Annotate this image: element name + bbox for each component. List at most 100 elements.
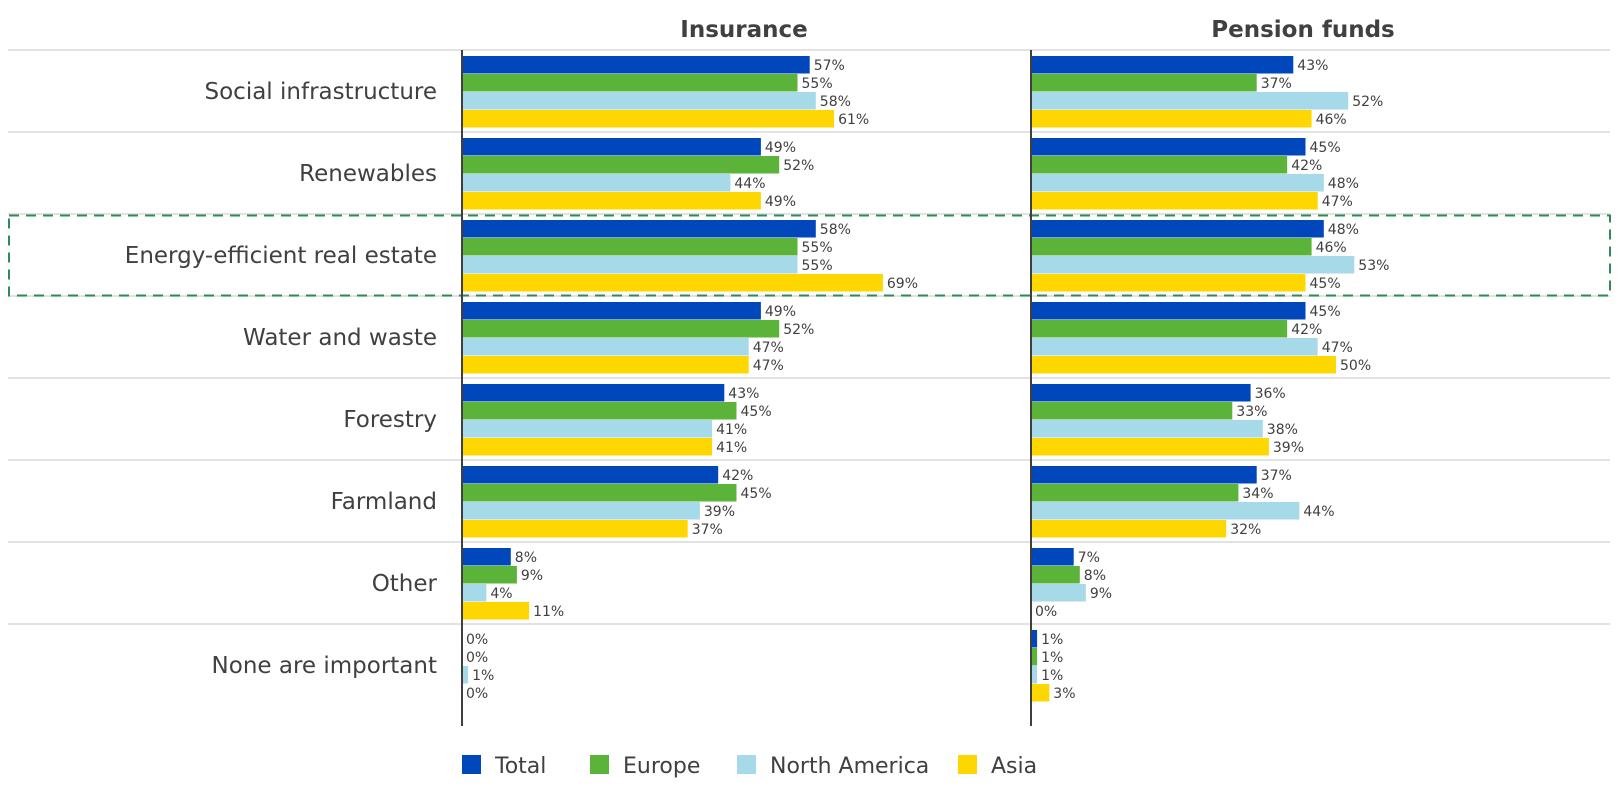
legend-label-europe: Europe — [623, 754, 700, 779]
bar-pension-funds-total-energy-efficient-real-estate — [1031, 220, 1324, 238]
data-label-insurance-asia-none-are-important: 0% — [466, 686, 488, 702]
data-label-insurance-total-farmland: 42% — [722, 468, 753, 484]
bar-insurance-north-america-social-infrastructure — [462, 92, 816, 110]
data-label-pension-funds-europe-none-are-important: 1% — [1041, 650, 1063, 666]
bar-pension-funds-total-farmland — [1031, 466, 1257, 484]
data-label-insurance-total-forestry: 43% — [728, 386, 759, 402]
data-label-pension-funds-total-water-and-waste: 45% — [1310, 304, 1341, 320]
legend-label-north-america: North America — [770, 754, 929, 779]
data-label-pension-funds-total-social-infrastructure: 43% — [1297, 58, 1328, 74]
bar-pension-funds-asia-water-and-waste — [1031, 356, 1336, 374]
bar-pension-funds-north-america-none-are-important — [1031, 666, 1038, 684]
data-label-pension-funds-asia-social-infrastructure: 46% — [1316, 112, 1347, 128]
data-label-insurance-asia-forestry: 41% — [716, 440, 747, 456]
category-label-none-are-important: None are important — [212, 653, 437, 679]
bar-insurance-north-america-none-are-important — [462, 666, 469, 684]
bar-pension-funds-europe-none-are-important — [1031, 648, 1038, 666]
bar-insurance-asia-farmland — [462, 520, 688, 538]
data-label-pension-funds-north-america-energy-efficient-real-estate: 53% — [1358, 258, 1389, 274]
data-label-pension-funds-europe-social-infrastructure: 37% — [1261, 76, 1292, 92]
data-label-pension-funds-north-america-water-and-waste: 47% — [1322, 340, 1353, 356]
data-label-pension-funds-asia-forestry: 39% — [1273, 440, 1304, 456]
panel-title-insurance: Insurance — [680, 17, 807, 43]
bar-insurance-north-america-farmland — [462, 502, 700, 520]
bar-pension-funds-north-america-water-and-waste — [1031, 338, 1318, 356]
bar-pension-funds-asia-forestry — [1031, 438, 1269, 456]
data-label-insurance-asia-social-infrastructure: 61% — [838, 112, 869, 128]
data-label-pension-funds-total-forestry: 36% — [1255, 386, 1286, 402]
data-label-insurance-europe-other: 9% — [521, 568, 543, 584]
bar-pension-funds-total-forestry — [1031, 384, 1251, 402]
data-label-insurance-north-america-social-infrastructure: 58% — [820, 94, 851, 110]
data-label-insurance-north-america-energy-efficient-real-estate: 55% — [802, 258, 833, 274]
data-label-insurance-asia-farmland: 37% — [692, 522, 723, 538]
bar-pension-funds-total-none-are-important — [1031, 630, 1038, 648]
bar-pension-funds-asia-social-infrastructure — [1031, 110, 1312, 128]
data-label-insurance-total-renewables: 49% — [765, 140, 796, 156]
bar-pension-funds-total-social-infrastructure — [1031, 56, 1294, 74]
category-label-water-and-waste: Water and waste — [243, 325, 437, 351]
bar-pension-funds-europe-social-infrastructure — [1031, 74, 1257, 92]
data-label-pension-funds-europe-water-and-waste: 42% — [1291, 322, 1322, 338]
bar-insurance-north-america-water-and-waste — [462, 338, 749, 356]
bar-pension-funds-europe-other — [1031, 566, 1080, 584]
bar-insurance-asia-energy-efficient-real-estate — [462, 274, 883, 292]
data-label-pension-funds-asia-water-and-waste: 50% — [1340, 358, 1371, 374]
data-label-insurance-asia-renewables: 49% — [765, 194, 796, 210]
data-label-pension-funds-total-renewables: 45% — [1310, 140, 1341, 156]
data-label-insurance-north-america-farmland: 39% — [704, 504, 735, 520]
bar-pension-funds-europe-energy-efficient-real-estate — [1031, 238, 1312, 256]
legend-label-total: Total — [494, 754, 546, 779]
bar-insurance-total-renewables — [462, 138, 761, 156]
data-label-pension-funds-asia-energy-efficient-real-estate: 45% — [1310, 276, 1341, 292]
bar-pension-funds-north-america-renewables — [1031, 174, 1324, 192]
data-label-pension-funds-asia-none-are-important: 3% — [1053, 686, 1075, 702]
bar-insurance-europe-water-and-waste — [462, 320, 780, 338]
bar-insurance-europe-energy-efficient-real-estate — [462, 238, 798, 256]
panel-title-pension-funds: Pension funds — [1211, 17, 1395, 43]
bar-insurance-europe-other — [462, 566, 517, 584]
data-label-pension-funds-asia-farmland: 32% — [1230, 522, 1261, 538]
bar-insurance-total-other — [462, 548, 511, 566]
category-label-forestry: Forestry — [343, 407, 437, 433]
data-label-pension-funds-total-none-are-important: 1% — [1041, 632, 1063, 648]
data-label-pension-funds-europe-energy-efficient-real-estate: 46% — [1316, 240, 1347, 256]
data-label-pension-funds-north-america-social-infrastructure: 52% — [1352, 94, 1383, 110]
bar-insurance-asia-other — [462, 602, 530, 620]
legend-swatch-europe — [590, 755, 609, 774]
data-label-insurance-asia-water-and-waste: 47% — [753, 358, 784, 374]
bar-insurance-asia-forestry — [462, 438, 713, 456]
bar-pension-funds-north-america-social-infrastructure — [1031, 92, 1349, 110]
data-label-pension-funds-north-america-forestry: 38% — [1267, 422, 1298, 438]
legend-swatch-total — [462, 755, 481, 774]
category-label-social-infrastructure: Social infrastructure — [205, 79, 438, 105]
data-label-pension-funds-total-other: 7% — [1078, 550, 1100, 566]
data-label-insurance-europe-social-infrastructure: 55% — [802, 76, 833, 92]
bar-pension-funds-asia-renewables — [1031, 192, 1318, 210]
category-label-other: Other — [372, 571, 438, 597]
data-label-insurance-total-social-infrastructure: 57% — [814, 58, 845, 74]
bar-pension-funds-total-other — [1031, 548, 1074, 566]
bar-pension-funds-north-america-forestry — [1031, 420, 1263, 438]
data-label-insurance-total-other: 8% — [515, 550, 537, 566]
data-label-pension-funds-europe-renewables: 42% — [1291, 158, 1322, 174]
bar-insurance-total-water-and-waste — [462, 302, 761, 320]
data-label-pension-funds-asia-renewables: 47% — [1322, 194, 1353, 210]
data-label-pension-funds-asia-other: 0% — [1035, 604, 1057, 620]
legend-label-asia: Asia — [991, 754, 1037, 779]
legend-swatch-asia — [958, 755, 977, 774]
bar-pension-funds-asia-energy-efficient-real-estate — [1031, 274, 1306, 292]
category-label-renewables: Renewables — [299, 161, 437, 187]
bar-insurance-europe-renewables — [462, 156, 780, 174]
data-label-insurance-north-america-renewables: 44% — [734, 176, 765, 192]
data-label-insurance-north-america-water-and-waste: 47% — [753, 340, 784, 356]
category-label-energy-efficient-real-estate: Energy-efficient real estate — [125, 243, 437, 269]
data-label-insurance-total-water-and-waste: 49% — [765, 304, 796, 320]
category-label-farmland: Farmland — [331, 489, 437, 515]
bar-insurance-europe-social-infrastructure — [462, 74, 798, 92]
data-label-pension-funds-total-farmland: 37% — [1261, 468, 1292, 484]
bar-insurance-europe-farmland — [462, 484, 737, 502]
data-label-insurance-north-america-forestry: 41% — [716, 422, 747, 438]
